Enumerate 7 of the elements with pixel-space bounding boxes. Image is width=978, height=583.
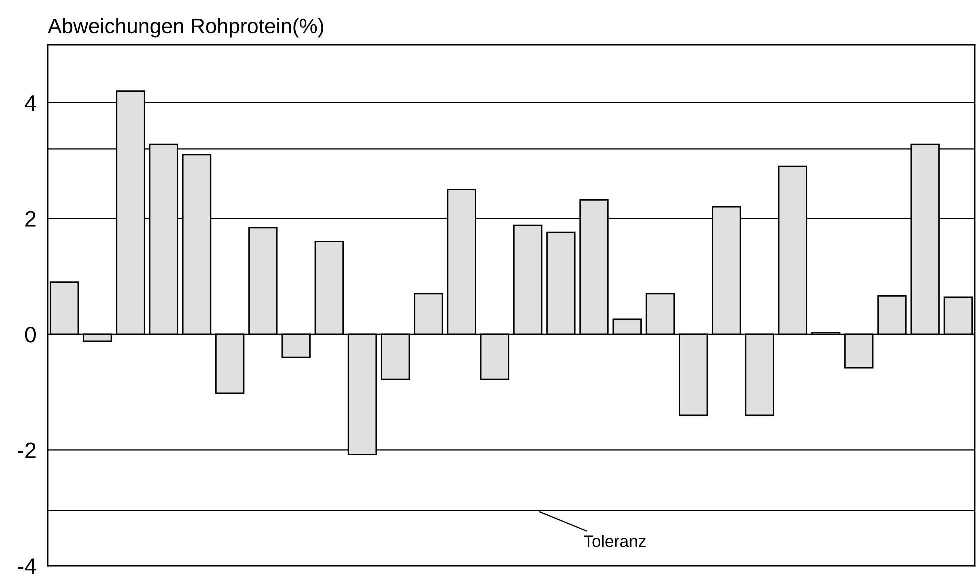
chart-title: Abweichungen Rohprotein(%): [48, 18, 324, 38]
y-tick-label: -4: [18, 558, 36, 574]
y-tick-label: -2: [18, 442, 36, 458]
y-tick-label: 0: [25, 326, 36, 343]
y-tick-label: 4: [25, 96, 36, 111]
ref-line-label: Toleranz: [584, 535, 646, 548]
y-tick-label: 2: [26, 211, 36, 227]
